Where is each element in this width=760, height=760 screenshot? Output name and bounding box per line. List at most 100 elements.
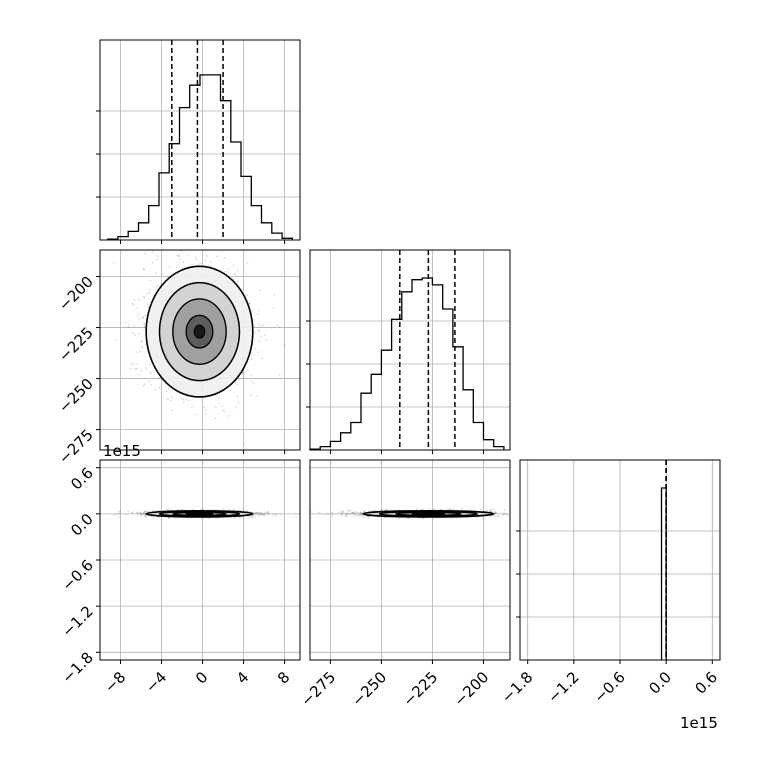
x-tick-label: −1.2 <box>544 668 582 706</box>
sample-point <box>171 409 173 411</box>
sample-point <box>143 322 145 324</box>
sample-point <box>142 384 145 387</box>
density-contour <box>421 513 436 515</box>
sample-point <box>358 513 361 516</box>
sample-point <box>492 508 495 511</box>
sample-point <box>494 511 497 513</box>
sample-point <box>248 302 251 305</box>
sample-point <box>143 297 146 300</box>
sample-point <box>170 399 173 402</box>
sample-point <box>266 511 268 514</box>
sample-point <box>195 258 198 261</box>
sample-point <box>361 514 363 516</box>
sample-point <box>506 513 508 516</box>
sample-point <box>233 517 236 520</box>
sample-point <box>144 514 147 517</box>
tick-layer: −8 −4 0 4 8 −275 −250 −225 −200 −1.8 −1.2 −0.6 0.0 0.… <box>55 110 721 710</box>
sample-point <box>133 299 136 301</box>
sample-point <box>422 517 425 520</box>
sample-point <box>187 254 189 256</box>
sample-point <box>156 255 159 257</box>
sample-point <box>398 517 401 520</box>
sample-point <box>130 362 133 365</box>
sample-point <box>144 314 146 317</box>
sample-point <box>139 350 142 353</box>
density-panel <box>310 507 508 520</box>
sample-point <box>235 233 237 235</box>
sample-point <box>254 237 256 239</box>
sample-point <box>264 511 266 514</box>
y-tick-label: −225 <box>55 324 97 366</box>
sample-point <box>261 513 264 516</box>
sample-point <box>182 401 185 404</box>
y-tick-label: −0.6 <box>58 556 96 594</box>
sample-point <box>237 402 240 404</box>
sample-point <box>155 286 158 288</box>
sample-point <box>261 357 264 360</box>
sample-point <box>503 509 506 511</box>
sample-point <box>495 512 498 514</box>
sample-point <box>249 516 252 519</box>
sample-point <box>236 269 239 272</box>
sample-point <box>253 512 256 514</box>
sample-point <box>195 256 197 259</box>
sample-point <box>177 254 179 257</box>
sample-point <box>246 294 248 297</box>
sample-point <box>142 317 145 320</box>
sample-point <box>171 396 173 399</box>
sample-point <box>262 324 265 327</box>
sample-point <box>128 323 131 326</box>
sample-point <box>223 245 225 247</box>
sample-point <box>232 264 235 267</box>
sample-point <box>259 325 262 327</box>
sample-point <box>221 405 224 407</box>
sample-point <box>144 253 147 255</box>
sample-point <box>156 258 159 261</box>
sample-point <box>144 383 146 386</box>
sample-point <box>257 313 260 316</box>
sample-point <box>257 512 260 514</box>
sample-point <box>354 512 356 515</box>
sample-point <box>138 332 141 335</box>
sample-point <box>367 516 370 518</box>
sample-point <box>257 323 260 325</box>
sample-point <box>236 281 238 284</box>
sample-point <box>192 508 195 511</box>
sample-point <box>218 402 221 404</box>
sample-point <box>347 513 350 516</box>
sample-point <box>200 508 203 511</box>
sample-point <box>263 514 266 517</box>
sample-point <box>341 511 343 513</box>
sample-point <box>227 268 230 270</box>
sample-point <box>180 250 183 253</box>
sample-point <box>227 271 229 273</box>
sample-point <box>136 307 139 310</box>
sample-point <box>145 510 148 512</box>
sample-point <box>250 394 253 397</box>
sample-point <box>494 515 496 518</box>
sample-point <box>168 266 171 269</box>
sample-point <box>178 255 181 257</box>
sample-point <box>157 284 160 287</box>
sample-point <box>479 508 482 511</box>
sample-point <box>255 511 257 514</box>
sample-point <box>217 397 220 399</box>
sample-point <box>232 278 235 280</box>
x-tick-label: 0.0 <box>645 668 675 698</box>
sample-point <box>135 367 138 370</box>
sample-point <box>250 353 253 356</box>
sample-point <box>138 514 141 516</box>
sample-point <box>188 399 190 402</box>
sample-point <box>223 237 225 239</box>
sample-point <box>359 514 361 517</box>
sample-point <box>258 512 261 514</box>
sample-point <box>256 395 258 398</box>
sample-point <box>346 513 348 515</box>
sample-point <box>251 515 254 518</box>
sample-point <box>265 339 267 342</box>
histogram-layer <box>107 40 667 661</box>
sample-point <box>369 510 371 512</box>
sample-point <box>247 517 250 520</box>
sample-point <box>143 511 146 514</box>
sample-point <box>144 511 146 514</box>
